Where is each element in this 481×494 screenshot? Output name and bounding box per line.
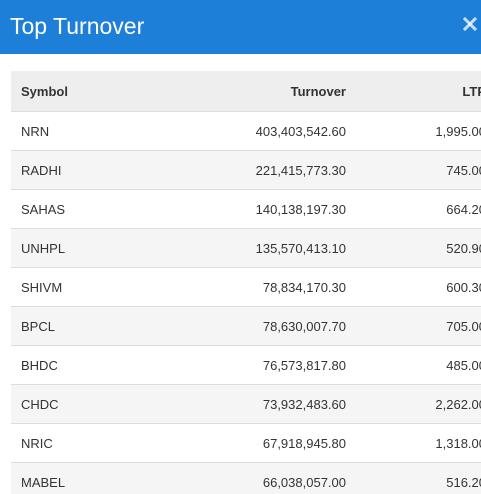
cell-ltp: 485.00 [356,345,481,385]
cell-ltp: 2,262.00 [356,384,481,424]
cell-turnover: 66,038,057.00 [181,462,356,494]
cell-symbol: NRIC [11,423,181,463]
cell-turnover: 78,630,007.70 [181,306,356,346]
close-icon[interactable] [463,17,477,31]
cell-turnover: 135,570,413.10 [181,228,356,268]
cell-ltp: 1,995.00 [356,111,481,151]
cell-symbol: SAHAS [11,189,181,229]
modal-header: Top Turnover [0,0,481,54]
cell-symbol: UNHPL [11,228,181,268]
cell-ltp: 664.20 [356,189,481,229]
cell-ltp: 520.90 [356,228,481,268]
table-row[interactable]: NRN 403,403,542.60 1,995.00 [11,111,481,151]
cell-ltp: 516.20 [356,462,481,494]
cell-turnover: 140,138,197.30 [181,189,356,229]
cell-ltp: 600.30 [356,267,481,307]
table-header-row: Symbol Turnover LTP [11,71,481,112]
cell-symbol: BPCL [11,306,181,346]
turnover-table-container: Symbol Turnover LTP NRN403,403,542.601,9… [11,71,481,494]
cell-turnover: 78,834,170.30 [181,267,356,307]
table-row[interactable]: NRIC 67,918,945.80 1,318.00 [11,423,481,463]
cell-symbol: CHDC [11,384,181,424]
cell-turnover: 73,932,483.60 [181,384,356,424]
cell-symbol: MABEL [11,462,181,494]
cell-turnover: 76,573,817.80 [181,345,356,385]
table-row[interactable]: CHDC 73,932,483.60 2,262.00 [11,384,481,424]
cell-ltp: 745.00 [356,150,481,190]
cell-ltp: 705.00 [356,306,481,346]
column-header-turnover[interactable]: Turnover [181,71,356,112]
turnover-table: Symbol Turnover LTP NRN403,403,542.601,9… [11,71,481,494]
cell-symbol: NRN [11,111,181,151]
cell-symbol: BHDC [11,345,181,385]
cell-turnover: 67,918,945.80 [181,423,356,463]
cell-symbol: SHIVM [11,267,181,307]
cell-ltp: 1,318.00 [356,423,481,463]
cell-turnover: 221,415,773.30 [181,150,356,190]
modal-title: Top Turnover [10,13,145,39]
cell-turnover: 403,403,542.60 [181,111,356,151]
column-header-symbol[interactable]: Symbol [11,71,181,112]
column-header-ltp[interactable]: LTP [356,71,481,112]
cell-symbol: RADHI [11,150,181,190]
